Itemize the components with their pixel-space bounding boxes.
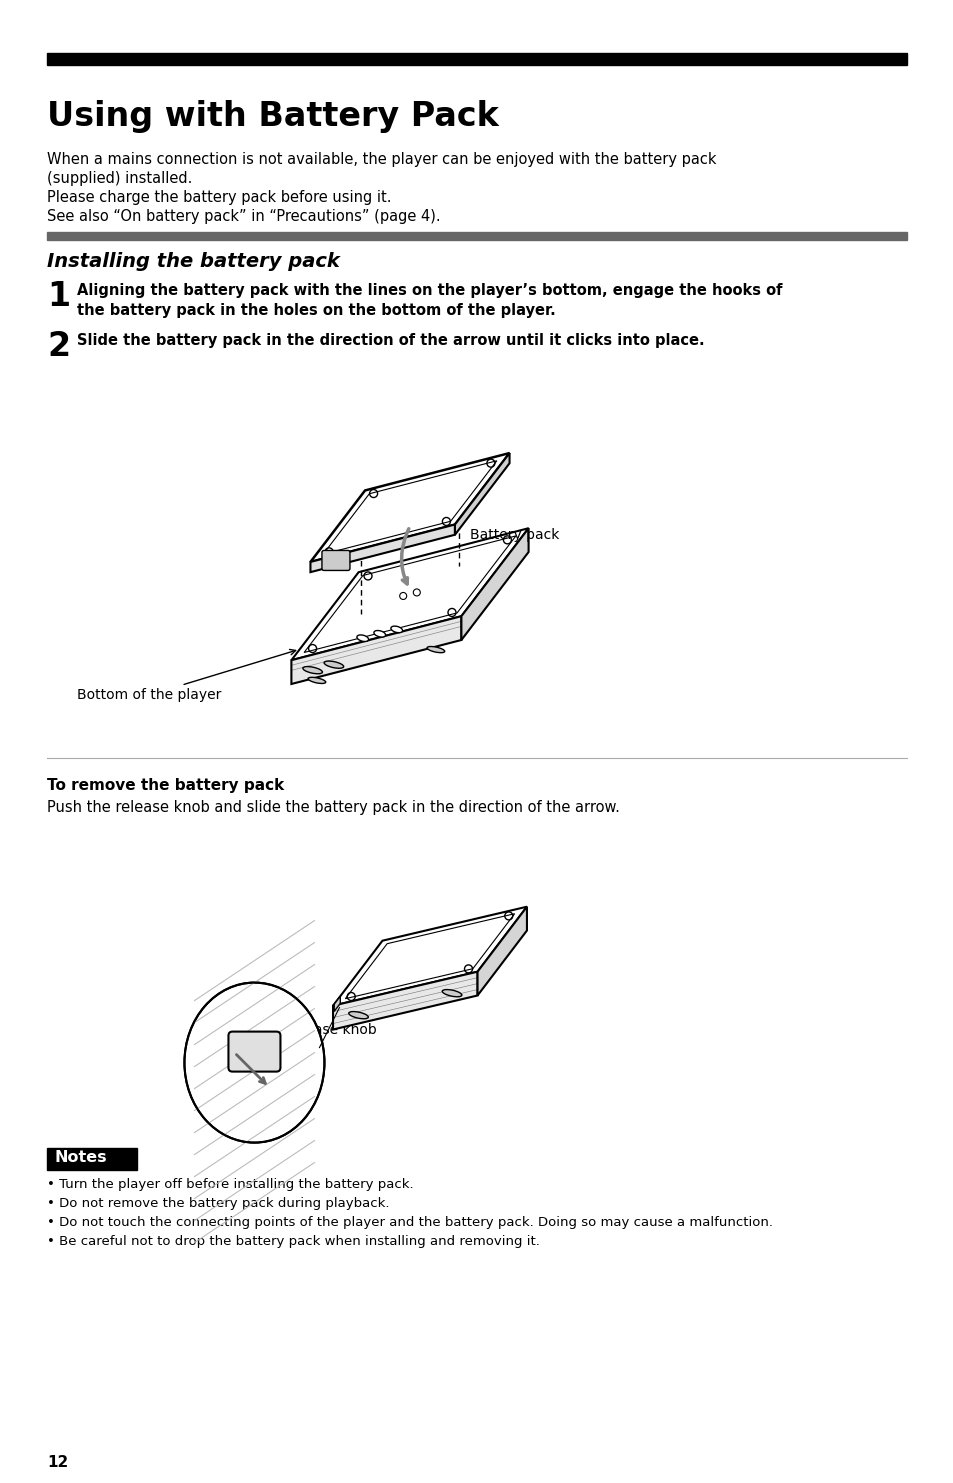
Bar xyxy=(47,231,906,240)
Text: Battery pack: Battery pack xyxy=(470,528,558,541)
Text: 1: 1 xyxy=(47,280,71,313)
Polygon shape xyxy=(291,617,461,684)
FancyBboxPatch shape xyxy=(228,1032,280,1072)
Bar xyxy=(47,53,906,65)
Text: See also “On battery pack” in “Precautions” (page 4).: See also “On battery pack” in “Precautio… xyxy=(47,209,440,224)
Polygon shape xyxy=(333,906,526,1005)
Text: Using with Battery Pack: Using with Battery Pack xyxy=(47,99,498,133)
Polygon shape xyxy=(477,906,526,995)
Ellipse shape xyxy=(356,635,368,642)
Text: Aligning the battery pack with the lines on the player’s bottom, engage the hook: Aligning the battery pack with the lines… xyxy=(77,283,781,317)
Text: When a mains connection is not available, the player can be enjoyed with the bat: When a mains connection is not available… xyxy=(47,151,716,168)
Ellipse shape xyxy=(374,630,385,638)
Polygon shape xyxy=(461,528,528,641)
Text: (supplied) installed.: (supplied) installed. xyxy=(47,171,193,185)
Text: Push the release knob and slide the battery pack in the direction of the arrow.: Push the release knob and slide the batt… xyxy=(47,799,619,816)
Polygon shape xyxy=(333,971,477,1029)
Text: Installing the battery pack: Installing the battery pack xyxy=(47,252,339,271)
FancyBboxPatch shape xyxy=(321,550,350,571)
Ellipse shape xyxy=(324,661,343,669)
Text: 2: 2 xyxy=(47,331,71,363)
Polygon shape xyxy=(291,528,528,660)
Text: Release knob: Release knob xyxy=(284,1023,376,1037)
Ellipse shape xyxy=(442,989,461,997)
Text: To remove the battery pack: To remove the battery pack xyxy=(47,779,284,793)
Text: Notes: Notes xyxy=(55,1149,108,1166)
Text: • Be careful not to drop the battery pack when installing and removing it.: • Be careful not to drop the battery pac… xyxy=(47,1235,539,1249)
Ellipse shape xyxy=(349,1011,368,1019)
Text: • Turn the player off before installing the battery pack.: • Turn the player off before installing … xyxy=(47,1178,414,1191)
Text: • Do not remove the battery pack during playback.: • Do not remove the battery pack during … xyxy=(47,1197,389,1210)
Text: Please charge the battery pack before using it.: Please charge the battery pack before us… xyxy=(47,190,391,205)
Polygon shape xyxy=(334,997,340,1011)
Text: 12: 12 xyxy=(47,1455,69,1470)
Bar xyxy=(47,1148,137,1170)
Ellipse shape xyxy=(308,678,325,684)
Ellipse shape xyxy=(427,647,444,653)
Polygon shape xyxy=(310,525,455,572)
Polygon shape xyxy=(310,452,509,562)
Text: Bottom of the player: Bottom of the player xyxy=(77,650,295,701)
Polygon shape xyxy=(455,452,509,535)
Text: Slide the battery pack in the direction of the arrow until it clicks into place.: Slide the battery pack in the direction … xyxy=(77,334,704,349)
Ellipse shape xyxy=(391,626,402,633)
Text: • Do not touch the connecting points of the player and the battery pack. Doing s: • Do not touch the connecting points of … xyxy=(47,1216,772,1229)
Ellipse shape xyxy=(302,666,322,673)
Ellipse shape xyxy=(184,983,324,1142)
